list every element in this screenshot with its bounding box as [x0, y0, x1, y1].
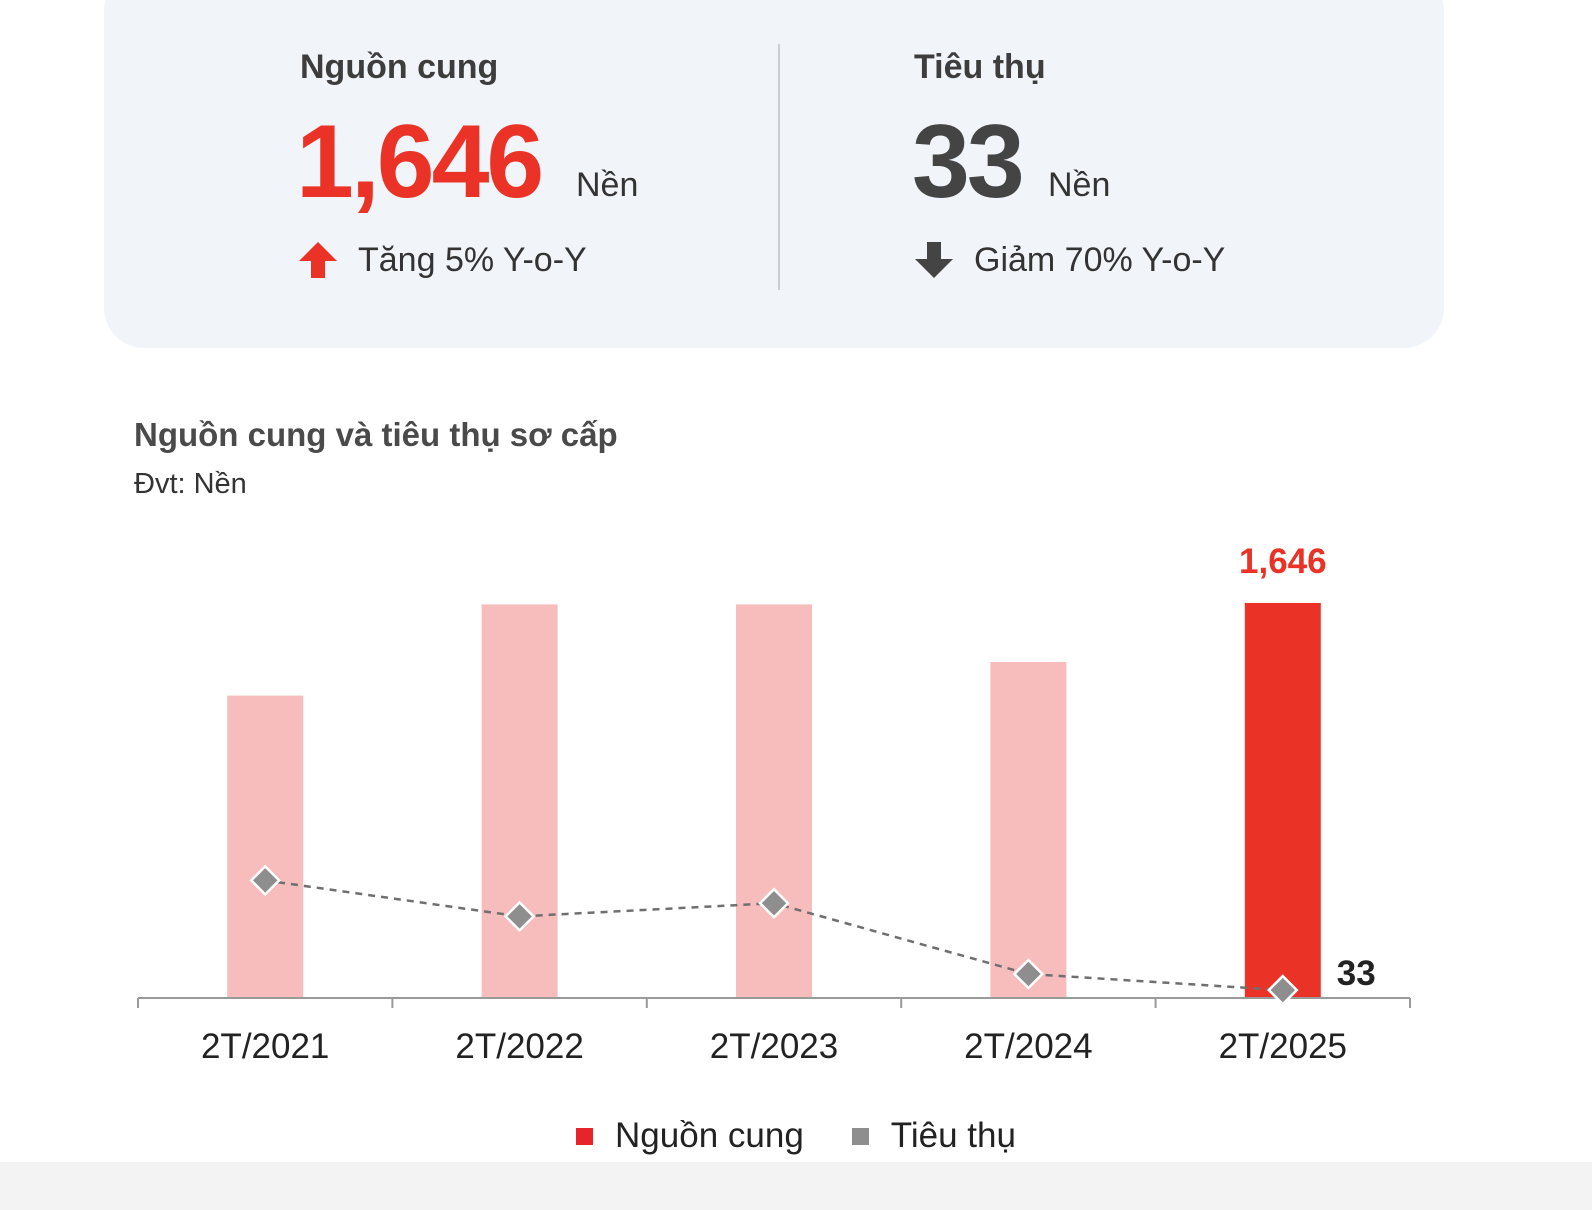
bar-supply-2t-2022	[481, 604, 558, 998]
legend-swatch-supply	[576, 1127, 594, 1145]
marker-sales-2t-2023	[758, 887, 790, 919]
legend-item-sales: Tiêu thụ	[851, 1116, 1016, 1156]
marker-sales-2t-2022	[503, 900, 536, 933]
supply-kpi-change-text: Tăng 5% Y-o-Y	[358, 240, 587, 279]
arrow-up-icon	[299, 242, 337, 278]
marker-sales-2t-2025	[1267, 974, 1299, 1006]
arrow-down-icon	[915, 242, 953, 278]
kpi-divider	[778, 44, 780, 290]
data-label-sales-2025: 33	[1337, 954, 1376, 993]
kpi-card	[104, 0, 1444, 348]
chart-unit: Đvt: Nền	[134, 468, 247, 500]
marker-sales-2t-2021	[249, 864, 281, 897]
x-tick-label: 2T/2024	[964, 1027, 1092, 1066]
sales-kpi-unit: Nền	[1048, 166, 1111, 204]
supply-sales-chart: 2T/2021 2T/2022 2T/2023 2T/2024 2T/2025 1,64…	[137, 542, 1411, 1066]
sales-kpi-label: Tiêu thụ	[914, 48, 1046, 86]
x-tick-label: 2T/2022	[455, 1027, 583, 1066]
chart-title: Nguồn cung và tiêu thụ sơ cấp	[134, 416, 618, 453]
x-tick-label: 2T/2023	[710, 1027, 838, 1066]
x-tick-label: 2T/2021	[201, 1027, 329, 1066]
legend-swatch-sales	[851, 1127, 869, 1145]
bar-supply-2t-2024	[990, 662, 1067, 998]
sales-kpi-value: 33	[912, 104, 1025, 220]
bottom-bar	[0, 1162, 1592, 1210]
supply-kpi-value: 1,646	[296, 104, 544, 220]
bar-supply-2t-2025	[1244, 602, 1321, 998]
data-label-supply-2025: 1,646	[1239, 542, 1327, 581]
x-tick-label: 2T/2025	[1219, 1027, 1347, 1066]
legend-label-sales: Tiêu thụ	[890, 1116, 1016, 1155]
sales-kpi-change: Giảm 70% Y-o-Y	[914, 240, 1225, 280]
legend-item-supply: Nguồn cung	[576, 1116, 804, 1156]
supply-kpi-label: Nguồn cung	[300, 48, 499, 86]
legend-label-supply: Nguồn cung	[615, 1116, 804, 1155]
marker-sales-2t-2024	[1012, 958, 1045, 990]
bar-supply-2t-2021	[227, 695, 304, 998]
bar-supply-2t-2023	[736, 604, 812, 998]
chart-legend: Nguồn cung Tiêu thụ	[0, 1116, 1592, 1156]
supply-kpi-unit: Nền	[576, 166, 639, 204]
supply-kpi-change: Tăng 5% Y-o-Y	[298, 240, 587, 280]
sales-kpi-change-text: Giảm 70% Y-o-Y	[974, 240, 1226, 279]
